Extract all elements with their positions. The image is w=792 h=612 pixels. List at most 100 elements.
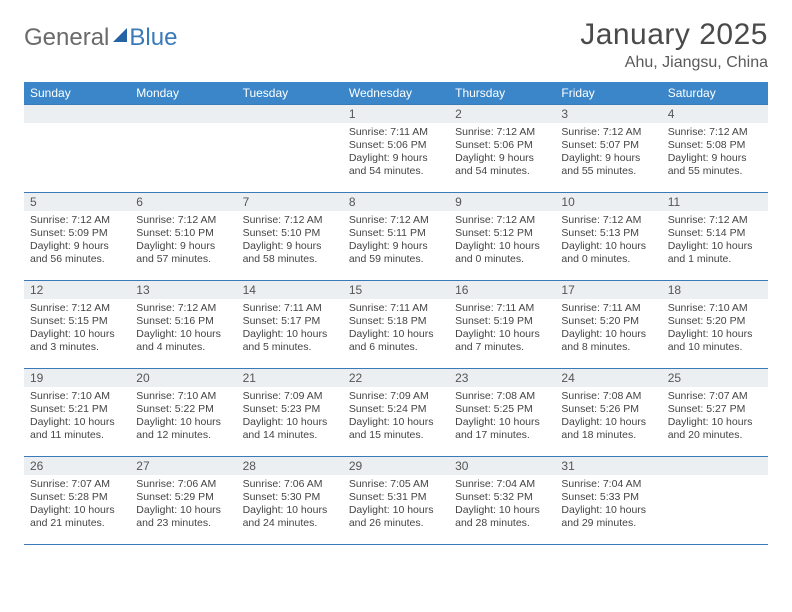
calendar-week-row: 26Sunrise: 7:07 AMSunset: 5:28 PMDayligh… (24, 457, 768, 545)
day-details: Sunrise: 7:12 AMSunset: 5:12 PMDaylight:… (449, 211, 555, 271)
calendar-day-cell: 7Sunrise: 7:12 AMSunset: 5:10 PMDaylight… (237, 193, 343, 281)
day-detail-line: Sunset: 5:19 PM (455, 315, 549, 328)
day-number (24, 105, 130, 123)
day-details: Sunrise: 7:12 AMSunset: 5:10 PMDaylight:… (237, 211, 343, 271)
day-detail-line: Sunrise: 7:07 AM (668, 390, 762, 403)
day-detail-line: and 1 minute. (668, 253, 762, 266)
day-detail-line: and 5 minutes. (243, 341, 337, 354)
calendar-table: SundayMondayTuesdayWednesdayThursdayFrid… (24, 82, 768, 545)
day-detail-line: Sunrise: 7:04 AM (455, 478, 549, 491)
day-detail-line: Sunrise: 7:10 AM (136, 390, 230, 403)
day-detail-line: Daylight: 10 hours (561, 240, 655, 253)
weekday-header: Friday (555, 82, 661, 105)
day-detail-line: Sunset: 5:15 PM (30, 315, 124, 328)
day-detail-line: Sunrise: 7:11 AM (349, 302, 443, 315)
day-detail-line: Sunset: 5:11 PM (349, 227, 443, 240)
day-detail-line: Sunrise: 7:12 AM (243, 214, 337, 227)
day-detail-line: and 17 minutes. (455, 429, 549, 442)
calendar-day-cell: 9Sunrise: 7:12 AMSunset: 5:12 PMDaylight… (449, 193, 555, 281)
day-detail-line: Sunrise: 7:08 AM (561, 390, 655, 403)
day-detail-line: Sunrise: 7:10 AM (668, 302, 762, 315)
calendar-week-row: 19Sunrise: 7:10 AMSunset: 5:21 PMDayligh… (24, 369, 768, 457)
day-detail-line: Sunset: 5:30 PM (243, 491, 337, 504)
day-detail-line: Sunrise: 7:06 AM (243, 478, 337, 491)
day-detail-line: Sunset: 5:24 PM (349, 403, 443, 416)
day-number (237, 105, 343, 123)
day-number: 19 (24, 369, 130, 387)
day-detail-line: Daylight: 9 hours (668, 152, 762, 165)
day-detail-line: Sunset: 5:20 PM (561, 315, 655, 328)
day-detail-line: Sunset: 5:26 PM (561, 403, 655, 416)
weekday-header: Monday (130, 82, 236, 105)
calendar-day-cell: 15Sunrise: 7:11 AMSunset: 5:18 PMDayligh… (343, 281, 449, 369)
day-detail-line: Sunrise: 7:12 AM (561, 126, 655, 139)
day-detail-line: and 58 minutes. (243, 253, 337, 266)
day-detail-line: Daylight: 10 hours (30, 504, 124, 517)
month-title: January 2025 (580, 18, 768, 52)
calendar-day-cell: 25Sunrise: 7:07 AMSunset: 5:27 PMDayligh… (662, 369, 768, 457)
day-number: 24 (555, 369, 661, 387)
day-detail-line: Sunrise: 7:12 AM (668, 126, 762, 139)
day-details: Sunrise: 7:12 AMSunset: 5:14 PMDaylight:… (662, 211, 768, 271)
day-detail-line: and 20 minutes. (668, 429, 762, 442)
logo-text-blue: Blue (129, 24, 177, 52)
day-detail-line: Daylight: 9 hours (349, 152, 443, 165)
calendar-empty-cell (130, 105, 236, 193)
calendar-day-cell: 4Sunrise: 7:12 AMSunset: 5:08 PMDaylight… (662, 105, 768, 193)
day-number: 14 (237, 281, 343, 299)
calendar-day-cell: 17Sunrise: 7:11 AMSunset: 5:20 PMDayligh… (555, 281, 661, 369)
day-detail-line: Sunset: 5:10 PM (243, 227, 337, 240)
day-number: 22 (343, 369, 449, 387)
calendar-day-cell: 22Sunrise: 7:09 AMSunset: 5:24 PMDayligh… (343, 369, 449, 457)
day-detail-line: Sunset: 5:20 PM (668, 315, 762, 328)
day-details: Sunrise: 7:10 AMSunset: 5:20 PMDaylight:… (662, 299, 768, 359)
calendar-day-cell: 28Sunrise: 7:06 AMSunset: 5:30 PMDayligh… (237, 457, 343, 545)
day-detail-line: Daylight: 10 hours (455, 504, 549, 517)
day-detail-line: Sunrise: 7:12 AM (30, 302, 124, 315)
day-detail-line: and 7 minutes. (455, 341, 549, 354)
day-details: Sunrise: 7:12 AMSunset: 5:16 PMDaylight:… (130, 299, 236, 359)
day-details: Sunrise: 7:10 AMSunset: 5:22 PMDaylight:… (130, 387, 236, 447)
day-detail-line: Sunset: 5:28 PM (30, 491, 124, 504)
day-number: 2 (449, 105, 555, 123)
day-detail-line: and 54 minutes. (455, 165, 549, 178)
day-detail-line: Daylight: 10 hours (136, 328, 230, 341)
day-detail-line: Sunset: 5:32 PM (455, 491, 549, 504)
day-detail-line: Daylight: 9 hours (349, 240, 443, 253)
day-number: 11 (662, 193, 768, 211)
day-details: Sunrise: 7:11 AMSunset: 5:19 PMDaylight:… (449, 299, 555, 359)
day-detail-line: Sunset: 5:33 PM (561, 491, 655, 504)
day-detail-line: and 59 minutes. (349, 253, 443, 266)
day-detail-line: Sunrise: 7:11 AM (561, 302, 655, 315)
day-details: Sunrise: 7:11 AMSunset: 5:06 PMDaylight:… (343, 123, 449, 183)
day-detail-line: Daylight: 10 hours (136, 416, 230, 429)
day-detail-line: Sunrise: 7:12 AM (30, 214, 124, 227)
day-detail-line: Sunrise: 7:05 AM (349, 478, 443, 491)
day-number: 15 (343, 281, 449, 299)
day-detail-line: Daylight: 10 hours (668, 328, 762, 341)
day-detail-line: Sunset: 5:17 PM (243, 315, 337, 328)
day-detail-line: and 21 minutes. (30, 517, 124, 530)
day-number: 18 (662, 281, 768, 299)
calendar-day-cell: 20Sunrise: 7:10 AMSunset: 5:22 PMDayligh… (130, 369, 236, 457)
calendar-day-cell: 3Sunrise: 7:12 AMSunset: 5:07 PMDaylight… (555, 105, 661, 193)
day-detail-line: Sunset: 5:09 PM (30, 227, 124, 240)
day-number: 6 (130, 193, 236, 211)
day-details (237, 123, 343, 130)
calendar-header-row: SundayMondayTuesdayWednesdayThursdayFrid… (24, 82, 768, 105)
day-detail-line: and 8 minutes. (561, 341, 655, 354)
day-detail-line: and 55 minutes. (668, 165, 762, 178)
day-detail-line: Sunrise: 7:12 AM (668, 214, 762, 227)
day-detail-line: Sunset: 5:22 PM (136, 403, 230, 416)
day-details (24, 123, 130, 130)
weekday-header: Thursday (449, 82, 555, 105)
logo-triangle-icon (113, 28, 127, 42)
day-detail-line: Sunrise: 7:12 AM (136, 302, 230, 315)
location-label: Ahu, Jiangsu, China (580, 54, 768, 72)
calendar-day-cell: 12Sunrise: 7:12 AMSunset: 5:15 PMDayligh… (24, 281, 130, 369)
day-details: Sunrise: 7:09 AMSunset: 5:24 PMDaylight:… (343, 387, 449, 447)
day-detail-line: and 18 minutes. (561, 429, 655, 442)
day-detail-line: Daylight: 9 hours (243, 240, 337, 253)
day-number: 5 (24, 193, 130, 211)
day-detail-line: Daylight: 10 hours (349, 416, 443, 429)
